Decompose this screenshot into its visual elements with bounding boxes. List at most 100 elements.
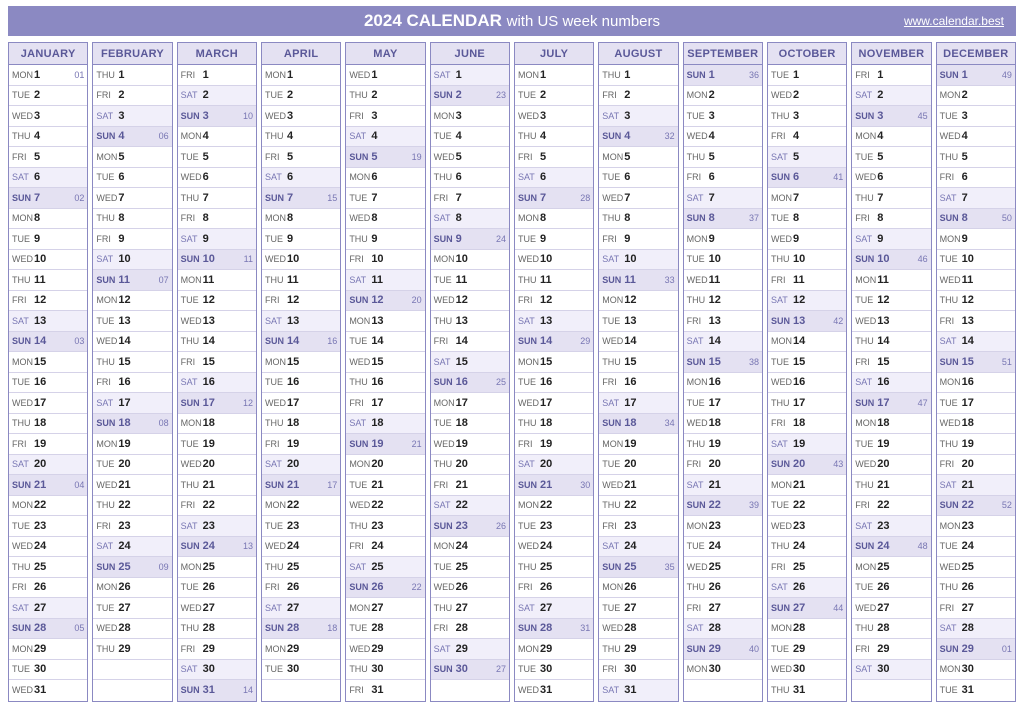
day-of-week: FRI: [12, 439, 34, 449]
day-number: 6: [624, 171, 658, 183]
day-number: 21: [287, 479, 321, 491]
day-of-week: SUN: [518, 336, 540, 346]
day-row: FRI12: [515, 291, 593, 312]
week-number: 27: [490, 664, 506, 674]
day-of-week: TUE: [518, 234, 540, 244]
day-number: 29: [287, 643, 321, 655]
day-of-week: MON: [940, 90, 962, 100]
day-of-week: TUE: [265, 234, 287, 244]
day-number: 11: [456, 274, 490, 286]
day-row: MON8: [515, 209, 593, 230]
day-of-week: MON: [349, 172, 371, 182]
day-row: WED17: [9, 393, 87, 414]
day-row: MON9: [684, 229, 762, 250]
day-row: THU29: [93, 639, 171, 660]
day-number: 20: [371, 458, 405, 470]
day-number: 23: [203, 520, 237, 532]
day-row: SAT11: [346, 270, 424, 291]
day-number: 23: [287, 520, 321, 532]
day-number: 13: [287, 315, 321, 327]
day-of-week: THU: [96, 500, 118, 510]
day-row: MON15: [262, 352, 340, 373]
day-number: 27: [962, 602, 996, 614]
day-row: THU30: [346, 660, 424, 681]
day-row: TUE31: [937, 680, 1015, 701]
day-number: 5: [371, 151, 405, 163]
week-number: 37: [743, 213, 759, 223]
day-row: SUN2326: [431, 516, 509, 537]
day-number: 18: [203, 417, 237, 429]
day-of-week: THU: [265, 562, 287, 572]
day-number: 4: [877, 130, 911, 142]
day-of-week: WED: [940, 418, 962, 428]
day-row: TUE2: [262, 86, 340, 107]
day-row: THU19: [684, 434, 762, 455]
day-number: 28: [118, 622, 152, 634]
day-of-week: SAT: [181, 234, 203, 244]
day-row: SUN2940: [684, 639, 762, 660]
month-column: SEPTEMBERSUN136MON2TUE3WED4THU5FRI6SAT7S…: [683, 42, 763, 702]
day-row: WED11: [937, 270, 1015, 291]
day-of-week: TUE: [855, 582, 877, 592]
day-of-week: FRI: [940, 603, 962, 613]
day-of-week: FRI: [518, 439, 540, 449]
day-of-week: SAT: [12, 459, 34, 469]
day-row: WED18: [937, 414, 1015, 435]
day-row: FRI5: [262, 147, 340, 168]
day-row: THU11: [262, 270, 340, 291]
day-number: 19: [287, 438, 321, 450]
day-of-week: SAT: [349, 418, 371, 428]
day-of-week: TUE: [687, 398, 709, 408]
day-of-week: MON: [265, 70, 287, 80]
day-number: 13: [203, 315, 237, 327]
day-of-week: WED: [349, 357, 371, 367]
day-number: 20: [118, 458, 152, 470]
day-row: FRI19: [515, 434, 593, 455]
source-link[interactable]: www.calendar.best: [904, 14, 1004, 28]
day-row: TUE26: [178, 578, 256, 599]
page-title: 2024 CALENDAR with US week numbers: [18, 11, 1006, 31]
day-of-week: SAT: [518, 603, 540, 613]
day-of-week: MON: [855, 418, 877, 428]
week-number: 18: [321, 623, 337, 633]
day-number: 22: [962, 499, 996, 511]
day-number: 24: [203, 540, 237, 552]
day-row: THU27: [431, 598, 509, 619]
day-of-week: FRI: [96, 521, 118, 531]
day-row: SUN1133: [599, 270, 677, 291]
day-of-week: WED: [855, 172, 877, 182]
day-of-week: FRI: [181, 644, 203, 654]
month-header: JULY: [515, 43, 593, 65]
day-number: 20: [793, 458, 827, 470]
day-row: SAT3: [599, 106, 677, 127]
day-number: 11: [118, 274, 152, 286]
day-of-week: FRI: [687, 603, 709, 613]
day-of-week: FRI: [602, 377, 624, 387]
day-number: 16: [456, 376, 490, 388]
day-of-week: WED: [181, 603, 203, 613]
day-number: 15: [34, 356, 68, 368]
day-row: TUE2: [515, 86, 593, 107]
day-of-week: WED: [12, 685, 34, 695]
day-row: FRI18: [768, 414, 846, 435]
day-row: FRI26: [9, 578, 87, 599]
day-number: 1: [287, 69, 321, 81]
day-row: TUE5: [852, 147, 930, 168]
day-number: 2: [456, 89, 490, 101]
day-number: 14: [287, 335, 321, 347]
day-row: FRI6: [684, 168, 762, 189]
day-of-week: SUN: [12, 480, 34, 490]
day-number: 21: [962, 479, 996, 491]
day-of-week: WED: [434, 582, 456, 592]
day-of-week: WED: [771, 521, 793, 531]
week-number: 45: [912, 111, 928, 121]
day-of-week: MON: [434, 111, 456, 121]
week-number: 38: [743, 357, 759, 367]
day-of-week: SAT: [96, 398, 118, 408]
day-row: MON5: [599, 147, 677, 168]
day-number: 25: [456, 561, 490, 573]
empty-row: [262, 680, 340, 701]
day-row: WED21: [93, 475, 171, 496]
day-number: 24: [456, 540, 490, 552]
day-row: WED11: [684, 270, 762, 291]
